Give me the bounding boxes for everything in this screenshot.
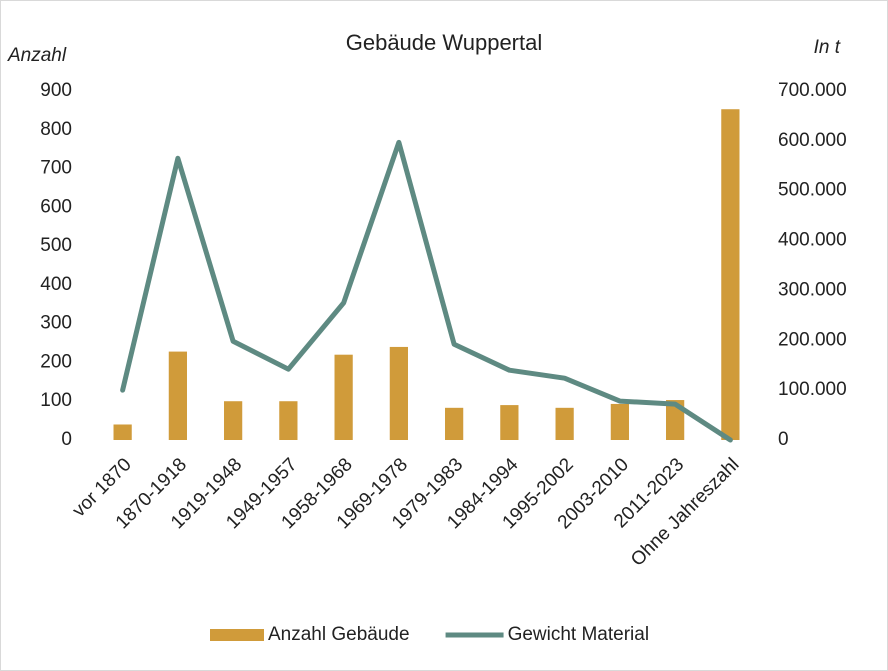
- y-tick-label: 900: [40, 80, 72, 101]
- line: [120, 139, 733, 443]
- y2-axis-label: In t: [814, 37, 841, 58]
- y-tick-label: 300: [40, 313, 72, 334]
- y2-tick-label: 700.000: [778, 80, 847, 101]
- bar: [445, 407, 464, 440]
- y-tick-label: 700: [40, 158, 72, 179]
- y-axis-label: Anzahl: [7, 45, 67, 66]
- legend-label: Gewicht Material: [508, 624, 650, 645]
- bar: [224, 401, 243, 440]
- y-tick-label: 400: [40, 274, 72, 295]
- y-tick-label: 100: [40, 390, 72, 411]
- y2-tick-label: 0: [778, 429, 789, 450]
- y-tick-label: 800: [40, 119, 72, 140]
- chart-title: Gebäude Wuppertal: [346, 30, 543, 55]
- bar: [389, 346, 408, 440]
- bar: [334, 354, 353, 440]
- y2-tick-label: 300.000: [778, 279, 847, 300]
- bar: [279, 401, 298, 440]
- y2-tick-label: 100.000: [778, 379, 847, 400]
- legend-label: Anzahl Gebäude: [268, 624, 410, 645]
- y2-tick-label: 500.000: [778, 180, 847, 201]
- legend-swatch: [210, 629, 264, 641]
- y-tick-label: 600: [40, 196, 72, 217]
- y2-tick-label: 400.000: [778, 230, 847, 251]
- bar: [500, 405, 519, 440]
- y-tick-label: 200: [40, 351, 72, 372]
- bar: [721, 109, 740, 440]
- y2-tick-label: 600.000: [778, 130, 847, 151]
- y2-tick-label: 200.000: [778, 329, 847, 350]
- bar: [555, 407, 574, 440]
- y-tick-label: 0: [61, 429, 72, 450]
- bar: [610, 403, 629, 440]
- bar: [113, 424, 132, 440]
- bar: [168, 351, 187, 440]
- y-tick-label: 500: [40, 235, 72, 256]
